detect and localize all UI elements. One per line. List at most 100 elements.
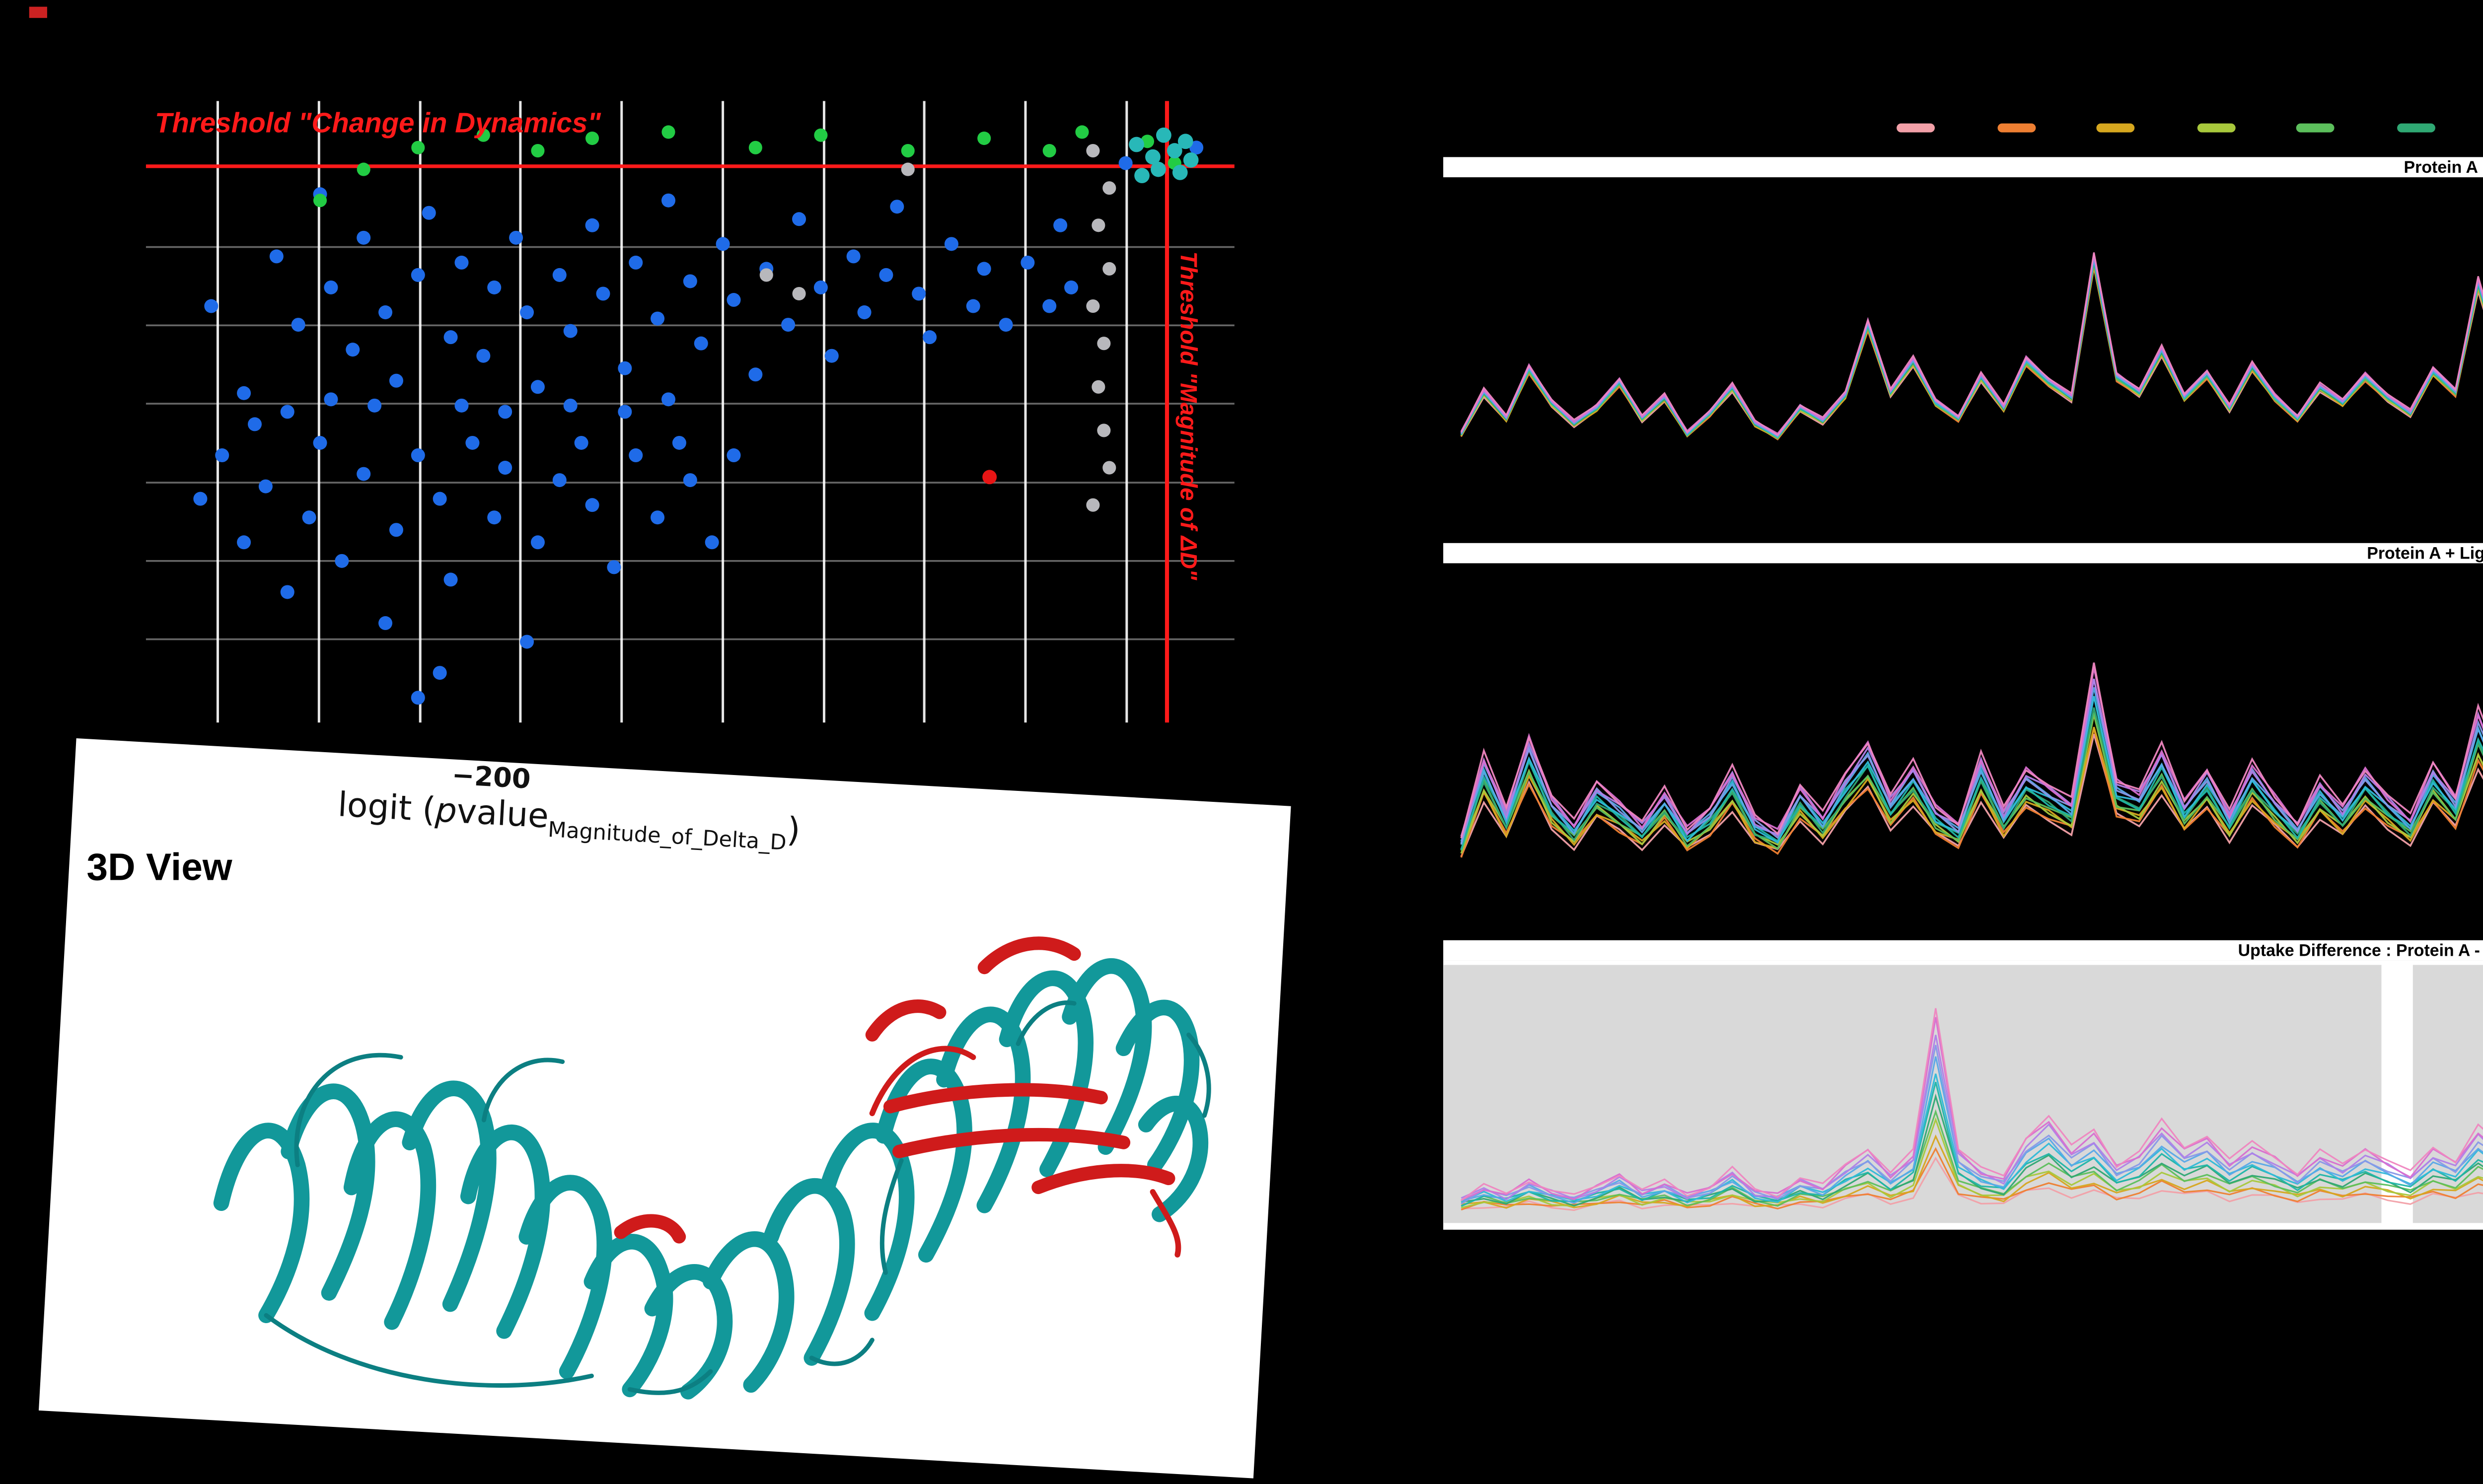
scatter-point-teal[interactable] xyxy=(1134,168,1150,183)
scatter-point-blue[interactable] xyxy=(944,237,958,251)
scatter-point-blue[interactable] xyxy=(258,479,273,494)
scatter-point-blue[interactable] xyxy=(661,392,675,407)
legend-swatch-5[interactable] xyxy=(2297,123,2335,133)
scatter-point-blue[interactable] xyxy=(618,361,632,375)
scatter-point-blue[interactable] xyxy=(596,286,610,301)
scatter-point-blue[interactable] xyxy=(530,535,545,550)
scatter-point-blue[interactable] xyxy=(487,510,502,525)
scatter-point-blue[interactable] xyxy=(237,535,251,550)
scatter-point-blue[interactable] xyxy=(215,448,229,463)
scatter-point-blue[interactable] xyxy=(389,373,403,388)
scatter-point-blue[interactable] xyxy=(857,305,872,320)
scatter-point-blue[interactable] xyxy=(498,405,512,419)
scatter-point-green[interactable] xyxy=(977,131,991,145)
scatter-point-teal[interactable] xyxy=(1156,127,1171,143)
uptake-line-series-13[interactable] xyxy=(1460,637,2483,839)
scatter-point-blue[interactable] xyxy=(520,635,534,649)
uptake-line-series-8[interactable] xyxy=(1460,260,2483,438)
scatter-point-gray[interactable] xyxy=(1097,424,1111,437)
scatter-point-gray[interactable] xyxy=(901,162,915,176)
scatter-point-gray[interactable] xyxy=(1086,299,1100,313)
scatter-point-blue[interactable] xyxy=(269,249,284,264)
scatter-point-gray[interactable] xyxy=(792,286,806,301)
uptake-chart-protein-a-ligand[interactable] xyxy=(1443,563,2483,920)
scatter-point-blue[interactable] xyxy=(335,554,349,568)
scatter-point-blue[interactable] xyxy=(237,386,251,400)
uptake-line-series-11[interactable] xyxy=(1460,256,2483,436)
scatter-point-blue[interactable] xyxy=(552,473,567,488)
scatter-point-blue[interactable] xyxy=(879,268,893,282)
scatter-point-blue[interactable] xyxy=(433,666,447,680)
scatter-point-blue[interactable] xyxy=(683,274,697,288)
scatter-point-blue[interactable] xyxy=(509,230,523,245)
scatter-point-blue[interactable] xyxy=(1189,141,1204,155)
uptake-line-series-9[interactable] xyxy=(1461,1056,2483,1204)
legend-swatch-6[interactable] xyxy=(2397,123,2435,133)
uptake-line-series-2[interactable] xyxy=(1460,710,2483,858)
scatter-point-green[interactable] xyxy=(585,131,599,145)
scatter-point-blue[interactable] xyxy=(520,305,534,320)
uptake-line-series-5[interactable] xyxy=(1461,1109,2483,1209)
scatter-point-blue[interactable] xyxy=(324,392,338,407)
uptake-line-series-7[interactable] xyxy=(1460,259,2483,438)
uptake-line-series-5[interactable] xyxy=(1460,263,2483,446)
scatter-point-blue[interactable] xyxy=(629,255,643,270)
scatter-point-blue[interactable] xyxy=(302,510,316,525)
uptake-line-series-7[interactable] xyxy=(1460,681,2483,850)
uptake-line-series-10[interactable] xyxy=(1460,255,2483,437)
scatter-point-blue[interactable] xyxy=(443,572,458,587)
uptake-difference-chart[interactable] xyxy=(1443,960,2483,1229)
uptake-chart-protein-a[interactable] xyxy=(1443,177,2483,530)
scatter-point-green[interactable] xyxy=(531,143,545,158)
scatter-point-green[interactable] xyxy=(1075,125,1089,139)
scatter-point-blue[interactable] xyxy=(1042,299,1057,313)
uptake-line-series-4[interactable] xyxy=(1460,699,2483,854)
scatter-point-blue[interactable] xyxy=(247,417,262,431)
scatter-point-blue[interactable] xyxy=(672,435,686,450)
uptake-line-series-4[interactable] xyxy=(1460,263,2483,451)
uptake-line-series-6[interactable] xyxy=(1461,1093,2483,1207)
legend-swatch-1[interactable] xyxy=(1897,123,1935,133)
scatter-point-blue[interactable] xyxy=(813,280,828,294)
scatter-point-blue[interactable] xyxy=(792,212,806,226)
scatter-point-blue[interactable] xyxy=(280,405,294,419)
uptake-line-series-5[interactable] xyxy=(1460,689,2483,851)
scatter-point-blue[interactable] xyxy=(454,398,469,413)
scatter-point-gray[interactable] xyxy=(1102,181,1116,195)
scatter-point-blue[interactable] xyxy=(378,616,393,631)
scatter-point-blue[interactable] xyxy=(705,535,719,550)
scatter-point-blue[interactable] xyxy=(1053,218,1068,232)
scatter-point-blue[interactable] xyxy=(280,585,294,599)
scatter-point-teal[interactable] xyxy=(1183,152,1199,168)
scatter-point-blue[interactable] xyxy=(411,448,425,463)
scatter-point-blue[interactable] xyxy=(966,299,980,313)
scatter-point-blue[interactable] xyxy=(585,218,599,232)
scatter-point-blue[interactable] xyxy=(1064,280,1079,294)
uptake-line-series-7[interactable] xyxy=(1461,1082,2483,1207)
scatter-point-blue[interactable] xyxy=(1118,156,1133,170)
scatter-point-blue[interactable] xyxy=(422,206,436,220)
scatter-point-blue[interactable] xyxy=(563,324,578,338)
scatter-point-gray[interactable] xyxy=(1102,461,1116,475)
scatter-point-gray[interactable] xyxy=(1097,337,1111,351)
scatter-point-blue[interactable] xyxy=(465,435,480,450)
scatter-point-teal[interactable] xyxy=(1151,161,1166,177)
scatter-point-gray[interactable] xyxy=(1086,143,1100,158)
scatter-point-blue[interactable] xyxy=(454,255,469,270)
scatter-point-blue[interactable] xyxy=(346,343,360,357)
scatter-point-blue[interactable] xyxy=(912,286,926,301)
scatter-point-green[interactable] xyxy=(901,143,915,158)
legend-swatch-3[interactable] xyxy=(2097,123,2135,133)
scatter-point-blue[interactable] xyxy=(683,473,697,488)
uptake-line-series-2[interactable] xyxy=(1460,266,2483,460)
legend-swatch-4[interactable] xyxy=(2196,123,2235,133)
scatter-point-gray[interactable] xyxy=(1092,380,1105,394)
scatter-point-gray[interactable] xyxy=(759,268,773,282)
scatter-point-blue[interactable] xyxy=(694,336,708,351)
uptake-line-series-2[interactable] xyxy=(1461,1147,2483,1211)
scatter-point-blue[interactable] xyxy=(552,268,567,282)
scatter-point-blue[interactable] xyxy=(389,523,403,537)
scatter-point-blue[interactable] xyxy=(727,293,741,307)
scatter-point-green[interactable] xyxy=(748,141,762,154)
scatter-point-teal[interactable] xyxy=(1145,149,1161,165)
